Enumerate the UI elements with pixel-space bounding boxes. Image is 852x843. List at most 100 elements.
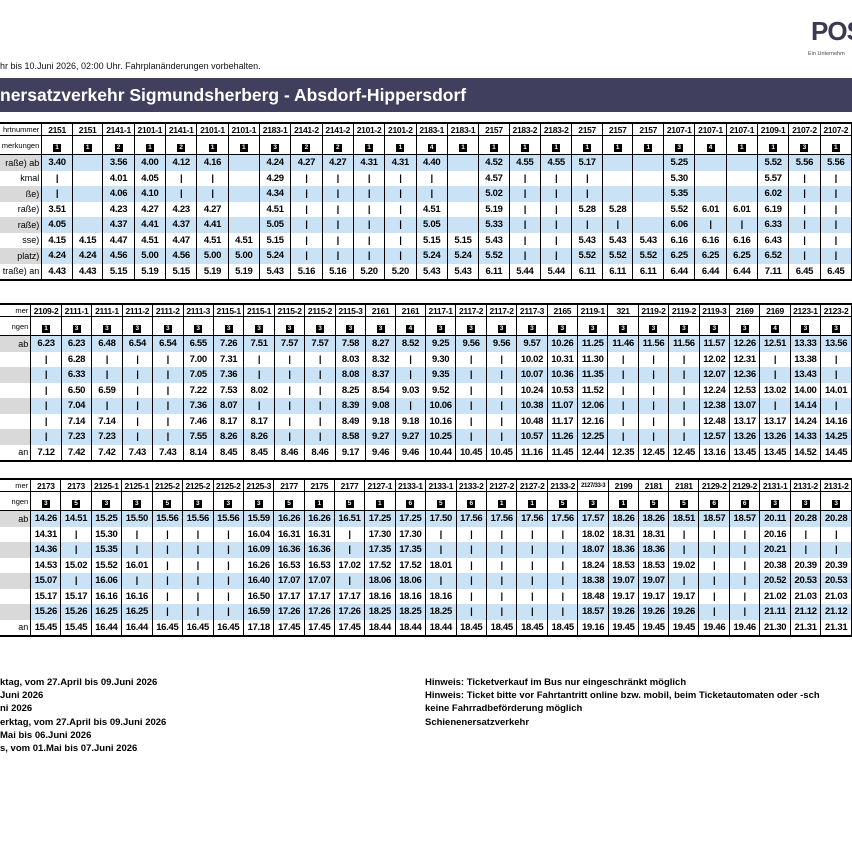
time-cell: | [290, 232, 323, 248]
time-cell: 18.06 [364, 573, 396, 589]
time-cell: 7.42 [60, 444, 93, 461]
time-cell: | [601, 217, 634, 233]
time-cell: | [698, 604, 730, 620]
time-cell: 5.19 [133, 263, 167, 280]
time-cell: 5.43 [478, 232, 510, 248]
remark-badge: 1 [737, 144, 746, 152]
time-cell: | [273, 413, 306, 429]
remark-cell: 1 [196, 135, 229, 155]
remark-cell: 1 [71, 135, 104, 155]
time-cell: | [290, 217, 323, 233]
time-cell: 5.28 [571, 201, 603, 217]
remark-cell: 5 [151, 491, 184, 511]
remark-badge: 3 [801, 500, 810, 508]
time-cell: 17.17 [303, 588, 335, 604]
time-cell: 18.36 [638, 542, 670, 558]
time-cell: 13.43 [789, 367, 822, 383]
time-cell: | [425, 526, 457, 542]
time-cell: 17.35 [394, 542, 427, 558]
time-cell: 9.08 [365, 398, 397, 414]
train-number-cell: 2183-1 [415, 123, 448, 136]
time-cell: 10.26 [546, 335, 579, 352]
remark-badge: 3 [41, 500, 50, 508]
time-cell: | [384, 232, 417, 248]
train-number-cell: 2127/33-3 [577, 479, 609, 492]
remark-cell: 3 [577, 491, 609, 511]
time-cell: 5.52 [571, 248, 603, 264]
time-cell: 5.43 [415, 263, 448, 280]
time-cell [601, 170, 634, 186]
time-cell: 10.31 [546, 351, 579, 367]
time-cell: | [415, 186, 448, 202]
time-cell: | [212, 557, 245, 573]
remark-badge: 1 [459, 144, 467, 152]
remark-cell: 6 [698, 491, 730, 511]
timetable-grid: mer 2109-2 2111-1 2111-1 2111-2 2111-2 2111-3 2… [0, 303, 852, 462]
time-cell: 18.45 [516, 619, 548, 636]
time-cell: 7.14 [60, 413, 93, 429]
footnote-line: ni 2026 [0, 703, 33, 715]
remark-badge: 3 [285, 325, 294, 333]
time-cell: | [121, 573, 153, 589]
time-cell: | [546, 604, 579, 620]
time-cell: 6.59 [91, 382, 123, 398]
remark-badge: 5 [345, 500, 354, 508]
time-cell: 13.26 [729, 429, 761, 445]
time-cell: 18.31 [638, 526, 670, 542]
time-cell: 15.02 [60, 557, 92, 573]
train-number-cell: 2141-2 [321, 123, 354, 136]
time-cell: 4.57 [478, 170, 510, 186]
time-cell: | [607, 351, 639, 367]
time-cell: 6.45 [819, 263, 852, 280]
time-cell: | [151, 542, 184, 558]
time-cell: 12.51 [759, 335, 791, 352]
footnote-line: Mai bis 06.Juni 2026 [0, 729, 92, 741]
time-cell: 18.38 [577, 573, 609, 589]
time-cell: 8.52 [395, 335, 426, 352]
time-cell: | [668, 429, 700, 445]
time-cell: 6.48 [91, 335, 123, 352]
time-cell: 5.20 [352, 263, 386, 280]
time-cell: 21.12 [820, 604, 852, 620]
time-cell: 8.39 [334, 398, 367, 414]
time-cell: | [508, 201, 542, 217]
time-cell: 5.25 [663, 154, 696, 171]
time-cell: 13.02 [759, 382, 791, 398]
time-cell: 20.21 [759, 542, 791, 558]
time-cell: | [698, 526, 730, 542]
time-cell: 8.17 [212, 413, 245, 429]
time-cell: 20.11 [759, 510, 791, 527]
time-cell: | [455, 557, 488, 573]
time-cell: 16.25 [121, 604, 153, 620]
time-cell: 18.45 [485, 619, 518, 636]
remarks-label: merkungen [0, 135, 43, 155]
time-cell: 7.55 [182, 429, 214, 445]
remark-badge: 5 [436, 500, 445, 508]
remark-badge: 3 [467, 325, 476, 333]
time-cell: 16.45 [182, 619, 214, 636]
time-cell: 10.07 [516, 367, 548, 383]
remark-cell: 3 [607, 316, 639, 336]
time-cell: 5.44 [540, 263, 573, 280]
train-number-cell: 2119-1 [576, 304, 609, 317]
time-cell: 5.05 [415, 217, 448, 233]
time-cell: 6.11 [632, 263, 665, 280]
time-cell: | [304, 351, 336, 367]
train-number-cell: 2101-1 [227, 123, 260, 136]
train-number-cell: 2111-1 [91, 304, 123, 317]
remark-badge: 2 [302, 144, 311, 152]
remark-badge: 5 [679, 500, 688, 508]
train-number-cell: 2109-2 [30, 304, 62, 317]
time-cell: | [273, 351, 306, 367]
time-cell: 21.03 [820, 588, 852, 604]
time-cell: | [668, 526, 700, 542]
time-cell: 21.12 [789, 604, 822, 620]
remark-cell: 4 [694, 135, 727, 155]
time-cell: 5.17 [571, 154, 603, 171]
time-cell: | [384, 201, 417, 217]
remark-badge: 5 [558, 500, 567, 508]
time-cell: | [820, 351, 852, 367]
train-number-cell: 2181 [668, 479, 700, 492]
time-cell: | [485, 413, 518, 429]
train-number-cell: 2111-2 [152, 304, 184, 317]
